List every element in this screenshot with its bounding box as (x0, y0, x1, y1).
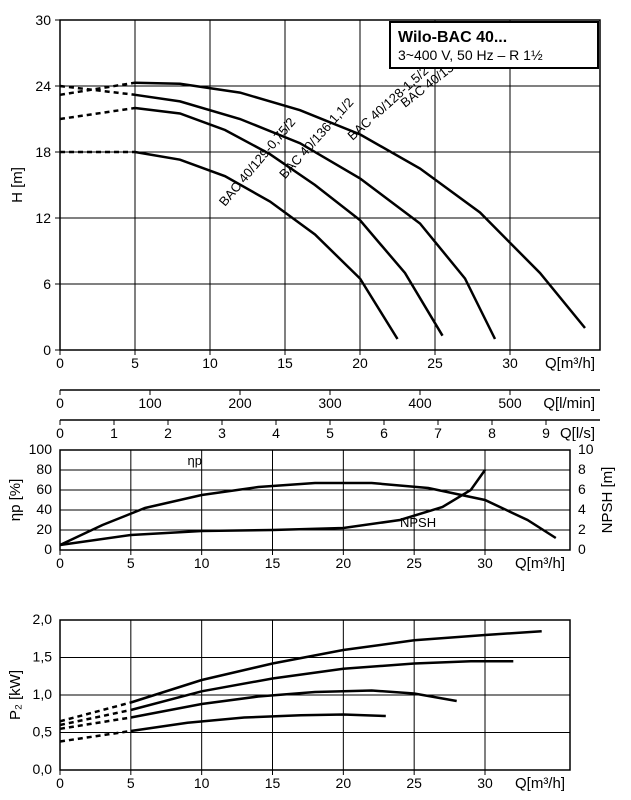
chart-title: Wilo-BAC 40... (398, 29, 507, 46)
eta-xtick: 0 (56, 555, 64, 571)
h-ytick: 12 (35, 210, 51, 226)
p2-ytick: 1,0 (33, 686, 53, 702)
sec-xtick: 300 (318, 395, 342, 411)
eta-series-label: ηp (188, 453, 202, 468)
sec-xtick: 9 (542, 425, 550, 441)
p2-curve (131, 661, 514, 710)
eta-ytick-r: 4 (578, 501, 586, 517)
p2-ylabel: P₂ [kW] (7, 670, 24, 720)
h-xtick: 25 (427, 355, 443, 371)
eta-series-label: NPSH (400, 515, 436, 530)
eta-xtick: 30 (477, 555, 493, 571)
h-ylabel: H [m] (9, 167, 26, 203)
sec-xlabel: Q[l/min] (543, 395, 595, 412)
eta-ylabel-r: NPSH [m] (599, 467, 616, 534)
h-xtick: 15 (277, 355, 293, 371)
sec-xtick: 200 (228, 395, 252, 411)
p2-xtick: 0 (56, 775, 64, 791)
chart-subtitle: 3~400 V, 50 Hz – R 1½ (398, 47, 543, 63)
eta-ylabel-l: ηp [%] (7, 479, 24, 522)
h-curve-dash (60, 108, 135, 119)
sec-xtick: 2 (164, 425, 172, 441)
h-ytick: 6 (43, 276, 51, 292)
p2-curve-dash (60, 703, 131, 722)
h-xtick: 10 (202, 355, 218, 371)
p2-xtick: 25 (406, 775, 422, 791)
eta-xtick: 5 (127, 555, 135, 571)
sec-xtick: 1 (110, 425, 118, 441)
sec-xtick: 0 (56, 425, 64, 441)
eta-xtick: 15 (265, 555, 281, 571)
h-ytick: 30 (35, 12, 51, 28)
h-xtick: 0 (56, 355, 64, 371)
p2-ytick: 0,0 (33, 761, 53, 777)
sec-xtick: 100 (138, 395, 162, 411)
sec-xtick: 400 (408, 395, 432, 411)
h-xlabel: Q[m³/h] (545, 355, 595, 372)
sec-xtick: 7 (434, 425, 442, 441)
eta-ytick-r: 8 (578, 461, 586, 477)
h-xtick: 30 (502, 355, 518, 371)
p2-xtick: 15 (265, 775, 281, 791)
sec-xtick: 4 (272, 425, 280, 441)
p2-xtick: 20 (336, 775, 352, 791)
p2-xtick: 30 (477, 775, 493, 791)
h-ytick: 18 (35, 144, 51, 160)
eta-ytick-r: 0 (578, 541, 586, 557)
eta-ytick-r: 10 (578, 441, 594, 457)
sec-xtick: 5 (326, 425, 334, 441)
eta-ytick-l: 100 (29, 441, 53, 457)
eta-xtick: 10 (194, 555, 210, 571)
p2-xtick: 10 (194, 775, 210, 791)
p2-xlabel: Q[m³/h] (515, 775, 565, 792)
p2-ytick: 2,0 (33, 611, 53, 627)
eta-ytick-r: 2 (578, 521, 586, 537)
pump-curves-figure: 0612182430H [m]051015202530Q[m³/h]BAC 40… (0, 0, 631, 800)
sec-xlabel: Q[l/s] (560, 425, 595, 442)
eta-ytick-l: 80 (36, 461, 52, 477)
eta-xtick: 20 (336, 555, 352, 571)
sec-xtick: 500 (498, 395, 522, 411)
sec-xtick: 6 (380, 425, 388, 441)
sec-xtick: 3 (218, 425, 226, 441)
h-xtick: 20 (352, 355, 368, 371)
p2-ytick: 1,5 (33, 649, 53, 665)
eta-ytick-l: 20 (36, 521, 52, 537)
sec-xtick: 0 (56, 395, 64, 411)
p2-ytick: 0,5 (33, 724, 53, 740)
h-ytick: 24 (35, 78, 51, 94)
h-xtick: 5 (131, 355, 139, 371)
eta-ytick-l: 60 (36, 481, 52, 497)
p2-curve (131, 715, 386, 732)
eta-ytick-r: 6 (578, 481, 586, 497)
p2-xtick: 5 (127, 775, 135, 791)
sec-xtick: 8 (488, 425, 496, 441)
eta-ytick-l: 0 (44, 541, 52, 557)
eta-xlabel: Q[m³/h] (515, 555, 565, 572)
h-curve (135, 152, 398, 339)
eta-xtick: 25 (406, 555, 422, 571)
h-curve (135, 108, 443, 336)
h-ytick: 0 (43, 342, 51, 358)
eta-ytick-l: 40 (36, 501, 52, 517)
series-label: BAC 40/128-1,5/2 (344, 63, 431, 143)
